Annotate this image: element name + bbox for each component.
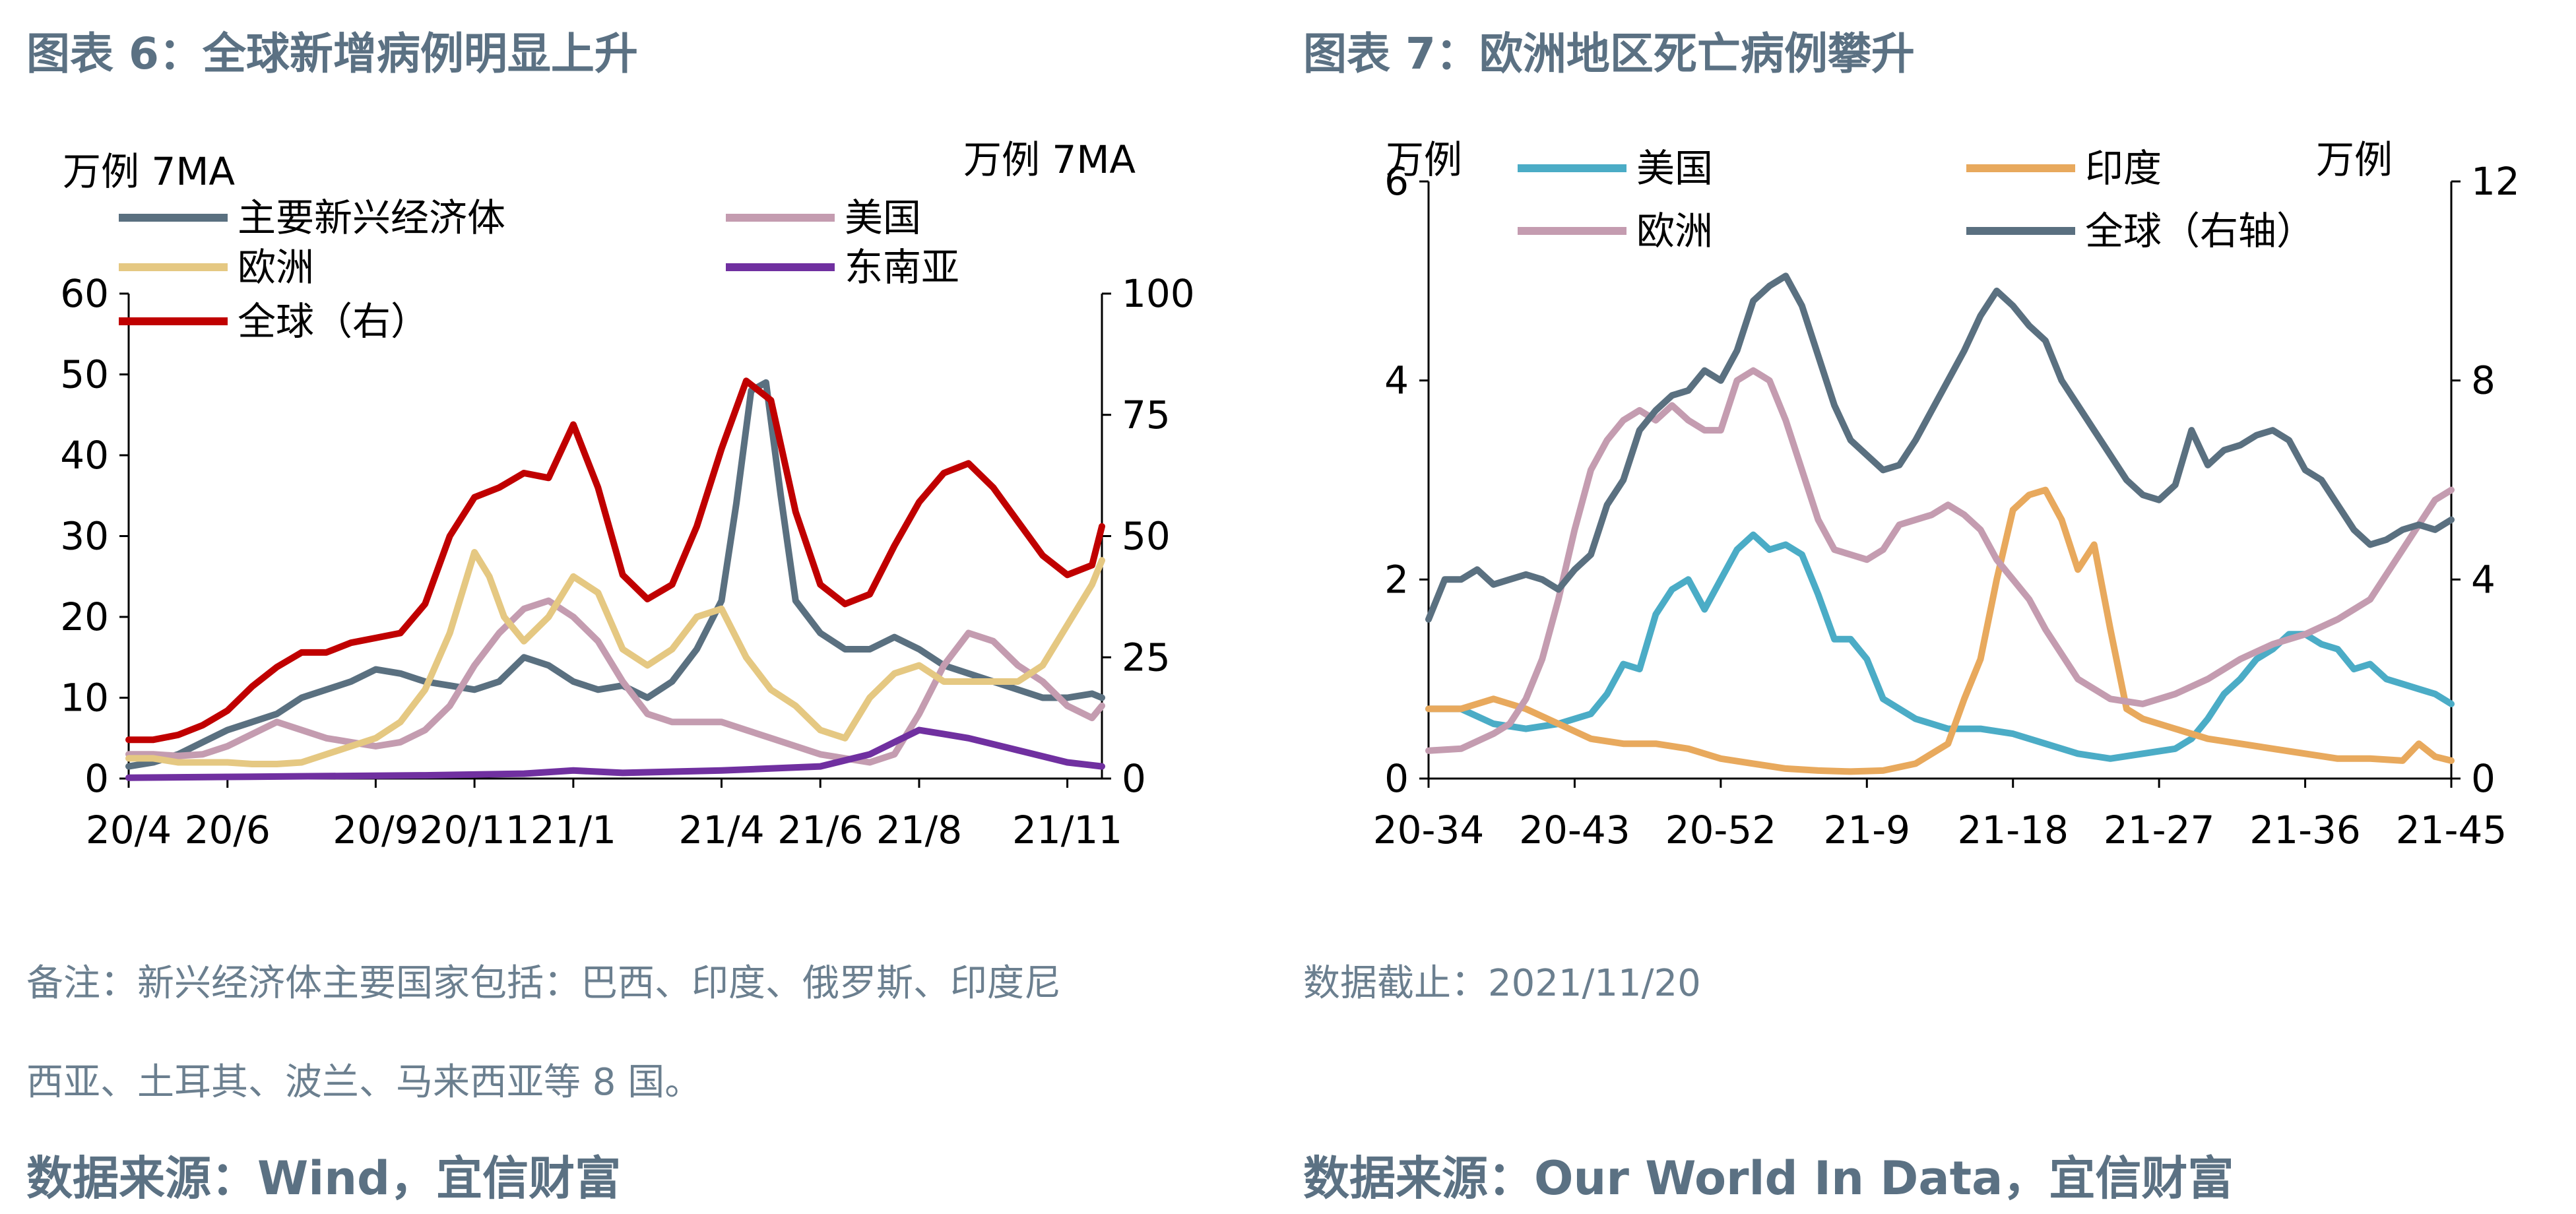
left-left-tick-label: 40 <box>60 433 109 478</box>
left-x-tick-label: 20/9 <box>333 808 418 852</box>
left-right-tick-label: 100 <box>1122 271 1195 316</box>
right-right-tick-label: 8 <box>2471 358 2496 403</box>
right-right-tick-label: 12 <box>2471 159 2520 204</box>
right-chart: 0 2 4 6 0 4 8 12 20-34 20-43 20-52 21-9 21-18 21-27 21… <box>1373 137 2520 852</box>
right-x-tick-label: 20-52 <box>1665 808 1777 852</box>
right-series-line-2 <box>1425 367 2455 754</box>
right-left-tick-label: 4 <box>1384 358 1409 403</box>
left-left-tick-label: 30 <box>60 514 109 559</box>
left-legend-label-2: 欧洲 <box>238 245 314 290</box>
left-right-tick-label: 25 <box>1122 635 1171 680</box>
right-left-tick-label: 6 <box>1384 159 1409 204</box>
right-x-tick-label: 21-36 <box>2249 808 2361 852</box>
right-legend-label-0: 美国 <box>1636 146 1713 191</box>
right-source: 数据来源：Our World In Data，宜信财富 <box>1303 1151 2234 1205</box>
left-right-unit: 万例 7MA <box>963 137 1136 182</box>
left-legend-label-4: 全球（右） <box>238 299 429 344</box>
right-x-tick-label: 21-9 <box>1823 808 1910 852</box>
left-series-line-4 <box>125 377 1105 744</box>
left-note-line2: 西亚、土耳其、波兰、马来西亚等 8 国。 <box>26 1061 702 1104</box>
left-series-line-3 <box>125 726 1105 781</box>
left-left-tick-label: 0 <box>84 756 109 801</box>
right-legend-label-3: 全球（右轴） <box>2085 208 2315 253</box>
left-left-unit: 万例 7MA <box>63 149 235 194</box>
left-note-line1: 备注：新兴经济体主要国家包括：巴西、印度、俄罗斯、印度尼 <box>26 962 1061 1005</box>
left-legend-label-3: 东南亚 <box>845 245 959 290</box>
left-chart: 0 10 20 30 40 50 60 0 25 50 75 100 20/4 20/6 20/9 20/11… <box>60 137 1195 852</box>
left-legend-label-1: 美国 <box>845 195 921 240</box>
right-left-tick-label: 2 <box>1384 557 1409 602</box>
left-source: 数据来源：Wind，宜信财富 <box>26 1151 622 1205</box>
left-series-line-0 <box>125 379 1105 770</box>
left-x-tick-label: 21/11 <box>1012 808 1122 852</box>
left-x-tick-label: 20/6 <box>185 808 271 852</box>
left-x-tick-label: 20/11 <box>420 808 530 852</box>
right-legend-label-2: 欧洲 <box>1636 208 1713 253</box>
right-series-line-1 <box>1425 486 2455 775</box>
left-x-tick-label: 21/1 <box>531 808 616 852</box>
right-left-unit: 万例 <box>1386 137 1462 182</box>
right-chart-title: 图表 7：欧洲地区死亡病例攀升 <box>1303 28 1915 79</box>
left-x-tick-label: 21/4 <box>678 808 764 852</box>
left-chart-title: 图表 6：全球新增病例明显上升 <box>26 28 638 79</box>
left-x-tick-label: 21/6 <box>777 808 863 852</box>
right-right-tick-label: 0 <box>2471 756 2496 801</box>
left-left-tick-label: 60 <box>60 271 109 316</box>
left-legend-label-0: 主要新兴经济体 <box>238 195 505 240</box>
left-series-line-1 <box>125 597 1105 766</box>
right-note: 数据截止：2021/11/20 <box>1303 962 1701 1005</box>
right-right-unit: 万例 <box>2316 137 2393 182</box>
right-legend-label-1: 印度 <box>2085 146 2162 191</box>
left-right-tick-label: 50 <box>1122 514 1171 559</box>
left-x-tick-label: 21/8 <box>876 808 962 852</box>
left-right-tick-label: 0 <box>1122 756 1146 801</box>
right-x-tick-label: 20-43 <box>1519 808 1630 852</box>
right-x-tick-label: 20-34 <box>1373 808 1485 852</box>
right-right-tick-label: 4 <box>2471 557 2496 602</box>
left-left-tick-label: 10 <box>60 676 109 720</box>
left-left-tick-label: 50 <box>60 352 109 397</box>
left-right-tick-label: 75 <box>1122 393 1171 437</box>
right-x-tick-label: 21-45 <box>2396 808 2507 852</box>
right-left-tick-label: 0 <box>1384 756 1409 801</box>
left-left-tick-label: 20 <box>60 594 109 639</box>
right-series-line-0 <box>1425 531 2455 762</box>
left-series-line-2 <box>125 549 1105 767</box>
right-x-tick-label: 21-27 <box>2104 808 2215 852</box>
right-x-tick-label: 21-18 <box>1957 808 2069 852</box>
left-x-tick-label: 20/4 <box>86 808 172 852</box>
right-series-line-3 <box>1425 272 2455 623</box>
